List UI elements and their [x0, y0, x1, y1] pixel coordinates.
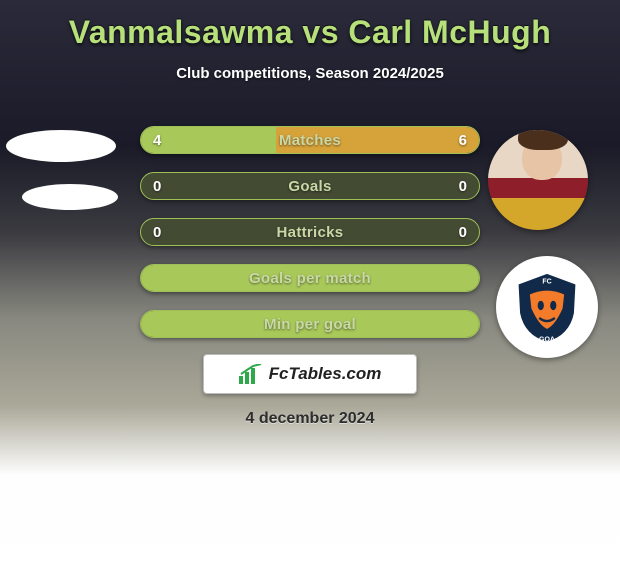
player-right-club-badge: FC GOA — [496, 256, 598, 358]
stat-label: Hattricks — [141, 219, 479, 245]
stat-value-right: 0 — [459, 219, 467, 245]
stat-label: Goals per match — [141, 265, 479, 291]
stat-label: Matches — [141, 127, 479, 153]
stat-value-right: 6 — [459, 127, 467, 153]
player-left-avatar-placeholder — [6, 130, 116, 162]
stat-label: Goals — [141, 173, 479, 199]
stat-bars: Matches46Goals00Hattricks00Goals per mat… — [140, 126, 480, 356]
fc-goa-badge-icon: FC GOA — [508, 268, 586, 346]
player-right-avatar — [488, 130, 588, 230]
page-subtitle: Club competitions, Season 2024/2025 — [0, 65, 620, 82]
stat-row: Goals per match — [140, 264, 480, 292]
footer-logo-text: FcTables.com — [269, 364, 382, 384]
stat-row: Matches4 6 — [140, 126, 480, 154]
footer-date: 4 december 2024 — [0, 410, 620, 428]
stat-value-right: 0 — [459, 173, 467, 199]
comparison-stage: FC GOA Matches46Goals00Hattricks00Goals … — [0, 110, 620, 370]
page-title: Vanmalsawma vs Carl McHugh — [0, 0, 620, 51]
svg-text:GOA: GOA — [539, 336, 555, 343]
footer-logo: FcTables.com — [203, 354, 417, 394]
player-left-avatar-placeholder-2 — [22, 184, 118, 210]
stat-row: Goals0 0 — [140, 172, 480, 200]
stat-row: Min per goal — [140, 310, 480, 338]
stat-value-left: 4 — [153, 127, 161, 153]
fctables-logo-icon — [239, 364, 263, 384]
stat-row: Hattricks0 0 — [140, 218, 480, 246]
stat-label: Min per goal — [141, 311, 479, 337]
stat-value-left: 0 — [153, 219, 161, 245]
stat-value-left: 0 — [153, 173, 161, 199]
svg-text:FC: FC — [542, 279, 551, 286]
